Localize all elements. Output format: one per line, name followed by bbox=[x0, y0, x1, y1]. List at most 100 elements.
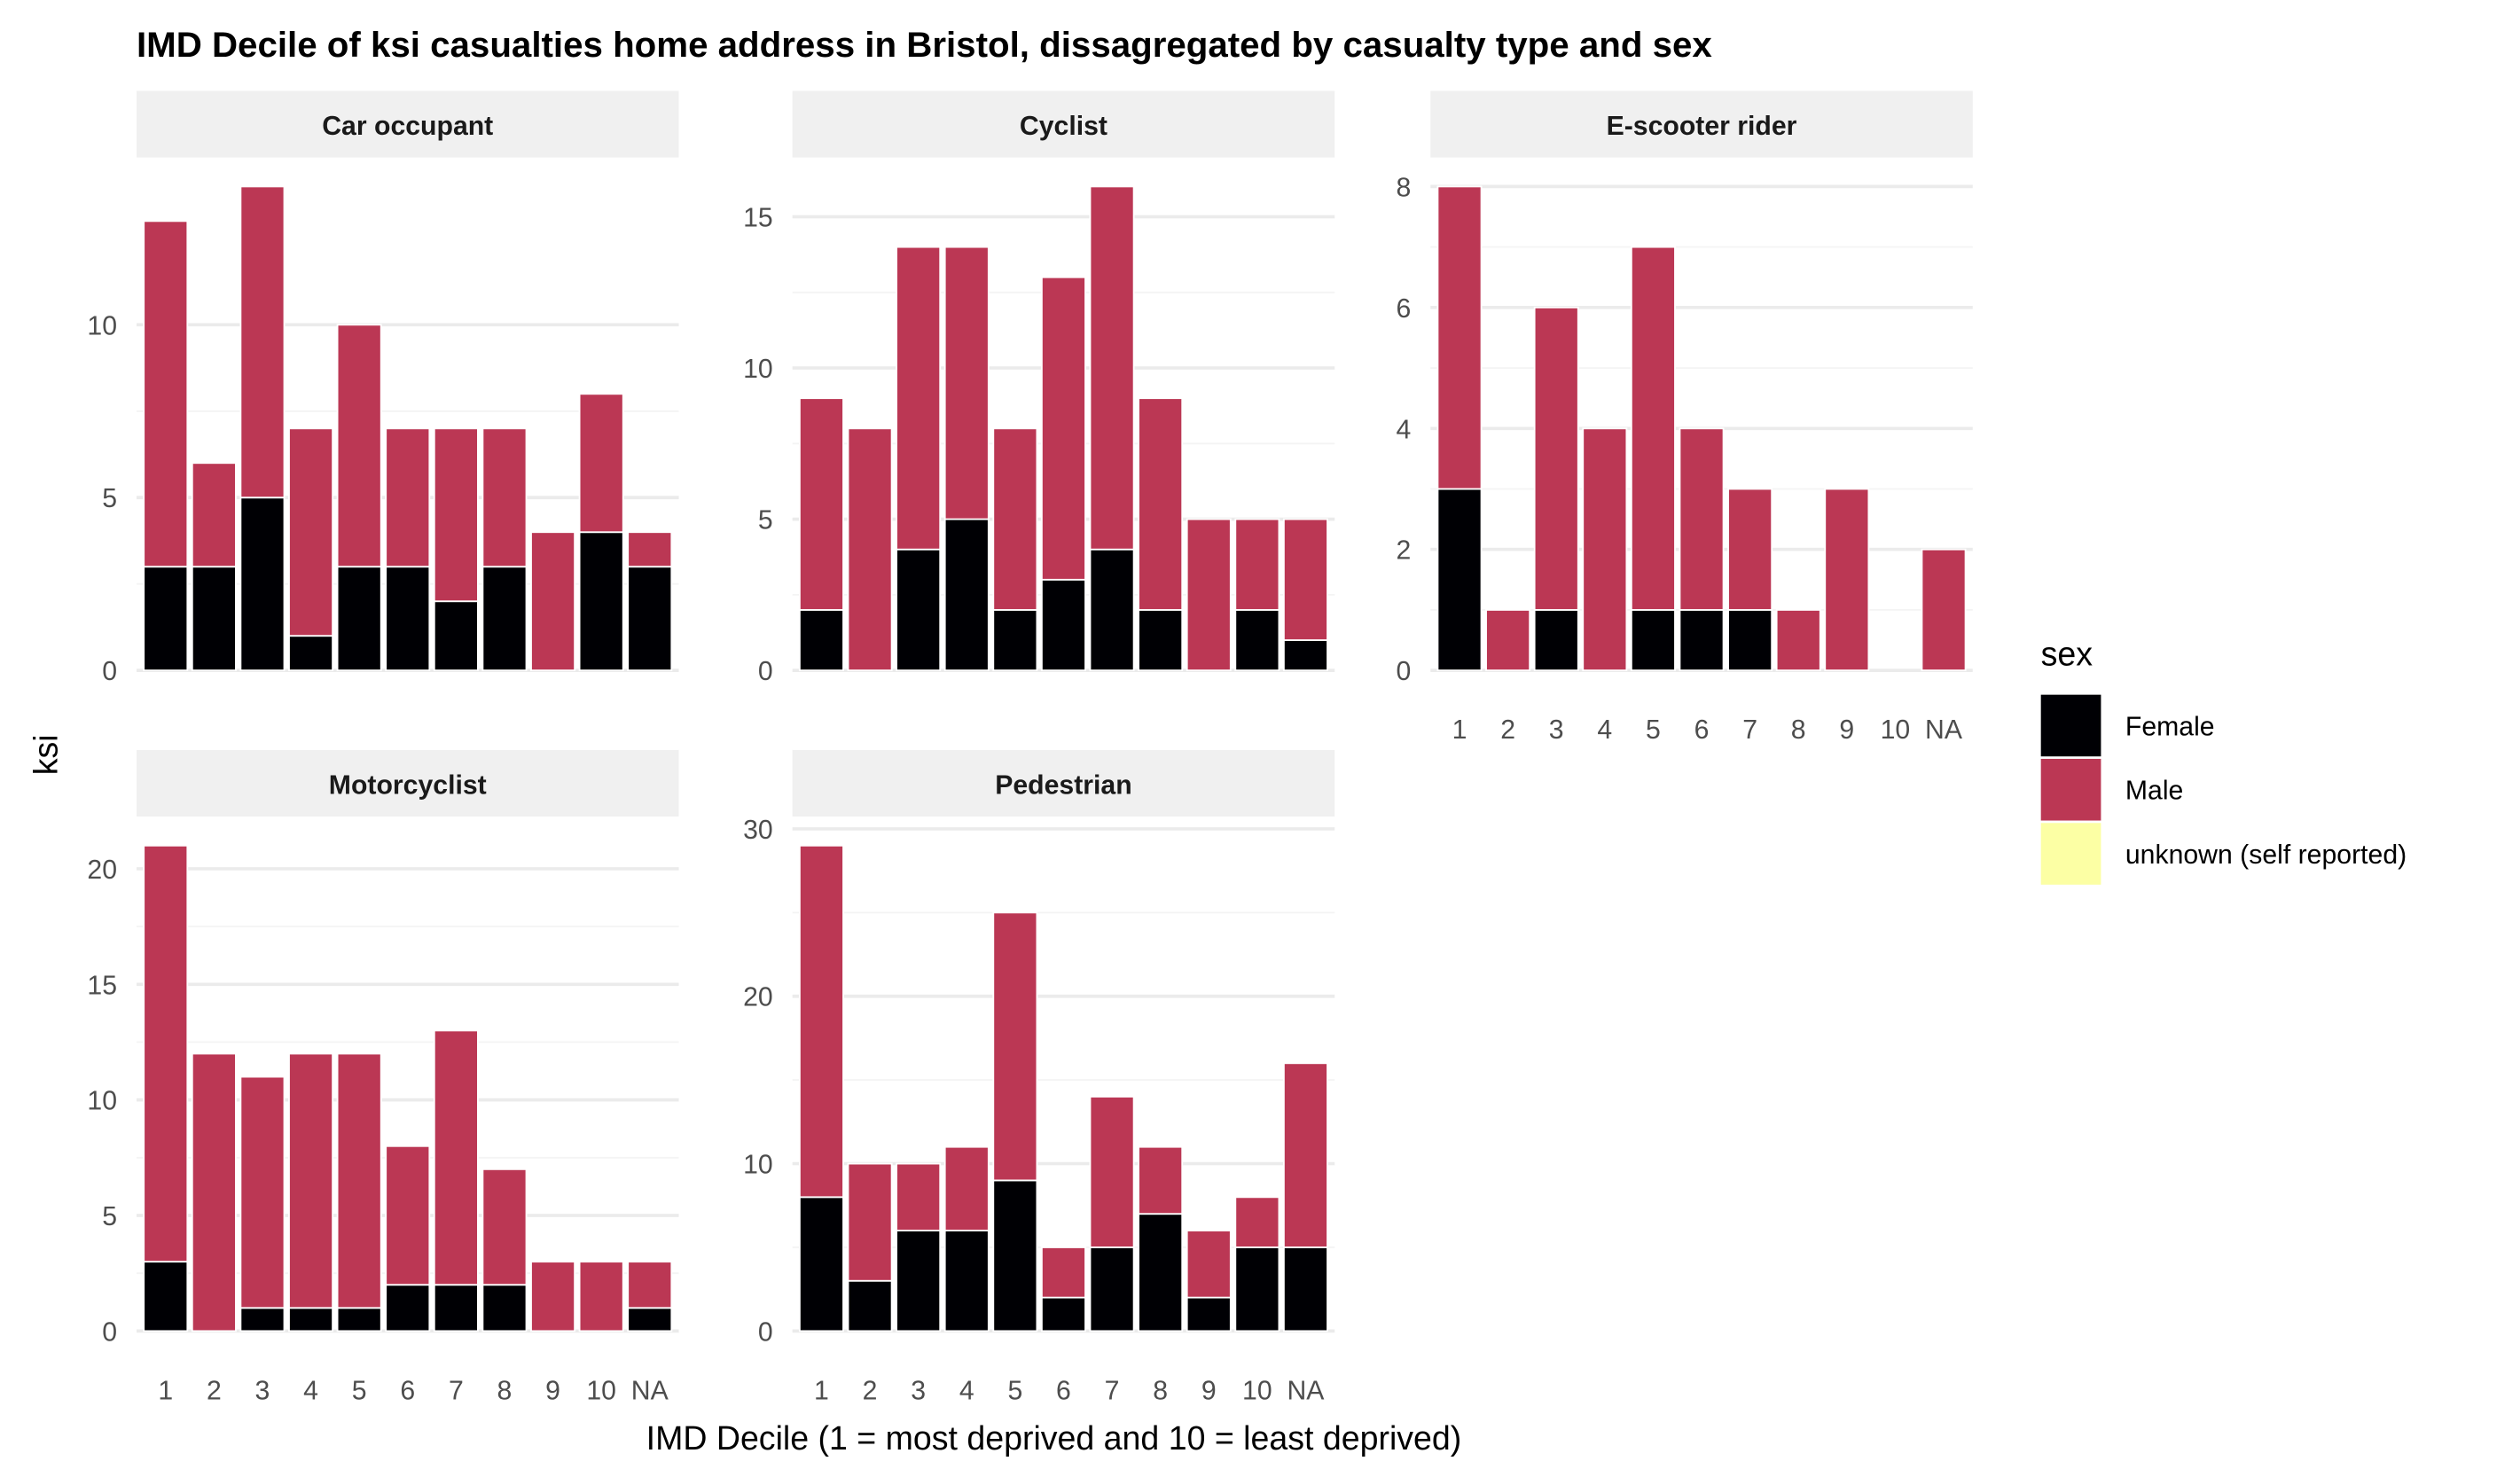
y-tick-label: 6 bbox=[1396, 294, 1411, 324]
bar-male bbox=[992, 427, 1038, 611]
facet-strip-label: Cyclist bbox=[1020, 112, 1107, 141]
facet-strip bbox=[136, 749, 679, 817]
x-tick-label: 4 bbox=[959, 1376, 974, 1405]
y-axis-title: ksi bbox=[27, 734, 64, 775]
bar-female bbox=[1234, 1246, 1280, 1332]
y-tick-label: 4 bbox=[1396, 415, 1411, 444]
bar-male bbox=[1630, 246, 1676, 611]
y-tick-label: 0 bbox=[102, 1317, 117, 1347]
x-tick-label: 9 bbox=[545, 1376, 560, 1405]
bar-female bbox=[1282, 639, 1328, 672]
bar-male bbox=[288, 1052, 334, 1309]
y-tick-label: 0 bbox=[102, 657, 117, 686]
bar-male bbox=[943, 1145, 990, 1232]
bar-male bbox=[1040, 276, 1086, 581]
facet-strip bbox=[1430, 90, 1973, 158]
x-tick-label: NA bbox=[1925, 715, 1963, 745]
x-tick-label: 6 bbox=[400, 1376, 415, 1405]
bar-male bbox=[1485, 609, 1531, 672]
legend-key-female bbox=[2040, 694, 2101, 757]
y-tick-label: 10 bbox=[87, 311, 117, 340]
legend-key-unknown bbox=[2040, 823, 2101, 885]
bar-female bbox=[627, 1307, 673, 1332]
bar-male bbox=[1089, 1096, 1135, 1248]
bar-female bbox=[1234, 609, 1280, 672]
facet-strip-label: Car occupant bbox=[322, 112, 493, 141]
y-tick-label: 5 bbox=[102, 1202, 117, 1231]
y-tick-label: 5 bbox=[758, 506, 773, 535]
bar-male bbox=[385, 427, 431, 568]
bar-female bbox=[1630, 609, 1676, 672]
x-tick-label: 8 bbox=[497, 1376, 513, 1405]
bar-male bbox=[1582, 427, 1628, 672]
bar-female bbox=[385, 566, 431, 672]
bar-female bbox=[433, 600, 479, 672]
bar-male bbox=[191, 462, 237, 568]
bar-male bbox=[578, 1261, 624, 1332]
legend: sex Female Male unknown (self reported) bbox=[2040, 636, 2407, 885]
x-tick-label: 10 bbox=[1881, 715, 1911, 745]
bar-female bbox=[288, 635, 334, 672]
x-tick-label: 3 bbox=[1549, 715, 1564, 745]
bar-male bbox=[530, 1261, 576, 1332]
bar-male bbox=[1436, 185, 1483, 490]
x-tick-label: 8 bbox=[1153, 1376, 1168, 1405]
x-tick-label: 7 bbox=[449, 1376, 464, 1405]
bar-male bbox=[1727, 488, 1773, 611]
bar-male bbox=[433, 1029, 479, 1286]
x-tick-label: 6 bbox=[1694, 715, 1710, 745]
bar-male bbox=[336, 324, 382, 568]
y-tick-label: 10 bbox=[743, 355, 773, 384]
bar-female bbox=[943, 1230, 990, 1332]
y-tick-label: 15 bbox=[87, 971, 117, 1000]
x-tick-label: 4 bbox=[1597, 715, 1612, 745]
x-tick-label: 9 bbox=[1839, 715, 1854, 745]
x-tick-label: 7 bbox=[1742, 715, 1757, 745]
bar-male bbox=[1138, 1145, 1184, 1215]
bar-male bbox=[578, 393, 624, 534]
bar-female bbox=[1138, 609, 1184, 672]
bar-male bbox=[481, 427, 528, 568]
bar-female bbox=[798, 1196, 844, 1332]
x-tick-label: 5 bbox=[1007, 1376, 1022, 1405]
bar-female bbox=[798, 609, 844, 672]
chart-title: IMD Decile of ksi casualties home addres… bbox=[137, 25, 1712, 65]
x-tick-label: 2 bbox=[1500, 715, 1515, 745]
x-tick-label: 2 bbox=[207, 1376, 222, 1405]
bar-female bbox=[481, 1284, 528, 1332]
bar-male bbox=[1040, 1246, 1086, 1299]
x-axis-title: IMD Decile (1 = most deprived and 10 = l… bbox=[646, 1419, 1462, 1457]
y-tick-label: 5 bbox=[102, 484, 117, 513]
bar-male bbox=[336, 1052, 382, 1309]
x-tick-label: NA bbox=[631, 1376, 669, 1405]
bar-male bbox=[1282, 518, 1328, 641]
bar-female bbox=[896, 548, 942, 672]
bar-male bbox=[1282, 1062, 1328, 1248]
bar-female bbox=[1040, 1296, 1086, 1332]
bar-female bbox=[847, 1279, 893, 1332]
x-tick-label: 10 bbox=[1242, 1376, 1272, 1405]
x-tick-label: NA bbox=[1287, 1376, 1325, 1405]
bar-male bbox=[627, 1261, 673, 1309]
x-tick-label: 8 bbox=[1791, 715, 1806, 745]
bar-female bbox=[1282, 1246, 1328, 1332]
x-tick-label: 2 bbox=[863, 1376, 878, 1405]
bar-male bbox=[896, 246, 942, 551]
bar-female bbox=[143, 1261, 189, 1332]
bar-female bbox=[1089, 1246, 1135, 1332]
legend-label: Female bbox=[2125, 712, 2215, 741]
facet-panel-motorcyclist: Motorcyclist 0 5 10 15 20 1 2 3 4 5 6 7 8 9 10 NA bbox=[87, 749, 679, 1405]
bar-female bbox=[433, 1284, 479, 1332]
y-tick-label: 0 bbox=[758, 1317, 773, 1347]
bar-female bbox=[1533, 609, 1579, 672]
y-tick-label: 20 bbox=[743, 983, 773, 1012]
bar-male bbox=[239, 185, 286, 499]
legend-title: sex bbox=[2041, 636, 2093, 673]
x-tick-label: 5 bbox=[1646, 715, 1661, 745]
bar-female bbox=[578, 531, 624, 672]
bar-male bbox=[1186, 1230, 1232, 1299]
bar-female bbox=[288, 1307, 334, 1332]
x-tick-label: 1 bbox=[1452, 715, 1467, 745]
